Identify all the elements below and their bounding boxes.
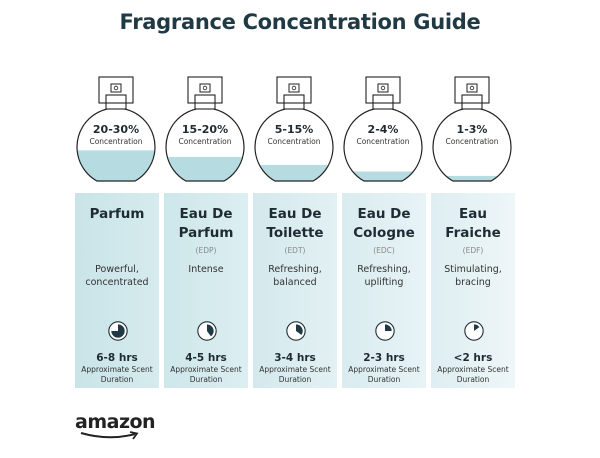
bottle-cap: [365, 76, 401, 104]
bottle-cap: [276, 76, 312, 104]
concentration-label: Concentration: [267, 137, 321, 146]
fragrance-name: Eau De Toilette: [266, 206, 324, 241]
concentration-percent: 20-30%: [92, 123, 140, 136]
concentration-label: Concentration: [89, 137, 143, 146]
bottle: [76, 76, 156, 182]
spray-nozzle: [377, 83, 389, 93]
duration-hours: 6-8 hrs: [96, 352, 138, 364]
concentration-label: Concentration: [356, 137, 410, 146]
bottle: [343, 76, 423, 182]
liquid-level: [166, 156, 244, 181]
liquid-level: [255, 164, 333, 181]
duration-label: Approximate Scent Duration: [437, 365, 509, 384]
bottle: [165, 76, 245, 182]
bottle-cap: [98, 76, 134, 104]
fragrance-name: Parfum: [89, 206, 145, 222]
clock-pie-icon: [464, 321, 484, 341]
bottle-cap: [187, 76, 223, 104]
concentration-label: Concentration: [178, 137, 232, 146]
fragrance-name: Eau De Cologne: [353, 206, 415, 241]
bottle-illustrations: [76, 76, 512, 182]
duration-label: Approximate Scent Duration: [348, 365, 420, 384]
fragrance-description: Refreshing, uplifting: [357, 264, 411, 288]
liquid-level: [344, 171, 422, 181]
clock-pie-icon: [375, 321, 395, 341]
fragrance-description: Powerful, concentrated: [85, 264, 149, 288]
duration-hours: 3-4 hrs: [274, 352, 316, 364]
fragrance-column: Eau De Toilette (EDT) Refreshing, balanc…: [253, 193, 337, 388]
fragrance-column: Eau De Cologne (EDC) Refreshing, uplifti…: [342, 193, 426, 388]
clock-pie-icon: [286, 321, 306, 341]
fragrance-column: Eau Fraiche (EDF) Stimulating, bracing <…: [431, 193, 515, 388]
fragrance-name: Eau Fraiche: [445, 206, 501, 241]
bottle-neck: [461, 94, 483, 110]
concentration-percent: 5-15%: [274, 123, 314, 136]
duration-hours: 4-5 hrs: [185, 352, 227, 364]
bottle-neck: [194, 94, 216, 110]
spray-nozzle: [466, 83, 478, 93]
fragrance-name: Eau De Parfum: [178, 206, 234, 241]
fragrance-abbr: (EDT): [284, 246, 306, 255]
fragrance-abbr: (EDC): [373, 246, 395, 255]
bottle: [432, 76, 512, 182]
liquid-level: [433, 175, 511, 181]
page-title: Fragrance Concentration Guide: [119, 10, 481, 34]
amazon-logo: amazon: [75, 411, 156, 440]
bottle-cap: [454, 76, 490, 104]
duration-hours: 2-3 hrs: [363, 352, 405, 364]
liquid-level: [77, 150, 155, 181]
fragrance-abbr: (EDP): [195, 246, 217, 255]
spray-nozzle: [110, 83, 122, 93]
bottle-neck: [372, 94, 394, 110]
fragrance-abbr: (EDF): [462, 246, 484, 255]
fragrance-description: Intense: [188, 264, 224, 275]
clock-pie-icon: [197, 321, 217, 341]
duration-hours: <2 hrs: [453, 352, 493, 364]
fragrance-column: Eau De Parfum (EDP) Intense 4-5 hrs Appr…: [164, 193, 248, 388]
bottle: [254, 76, 334, 182]
spray-nozzle: [288, 83, 300, 93]
bottle-neck: [283, 94, 305, 110]
concentration-percent: 15-20%: [181, 123, 229, 136]
spray-nozzle: [199, 83, 211, 93]
fragrance-description: Stimulating, bracing: [444, 264, 502, 288]
duration-label: Approximate Scent Duration: [170, 365, 242, 384]
concentration-label: Concentration: [445, 137, 499, 146]
duration-label: Approximate Scent Duration: [259, 365, 331, 384]
duration-label: Approximate Scent Duration: [81, 365, 153, 384]
fragrance-description: Refreshing, balanced: [268, 264, 322, 288]
smile-arrow-icon: [80, 431, 139, 440]
bottle-neck: [105, 94, 127, 110]
clock-pie-icon: [108, 321, 128, 341]
concentration-percent: 2-4%: [367, 123, 399, 136]
concentration-percent: 1-3%: [456, 123, 488, 136]
fragrance-column: Parfum Powerful, concentrated 6-8 hrs Ap…: [75, 193, 159, 388]
